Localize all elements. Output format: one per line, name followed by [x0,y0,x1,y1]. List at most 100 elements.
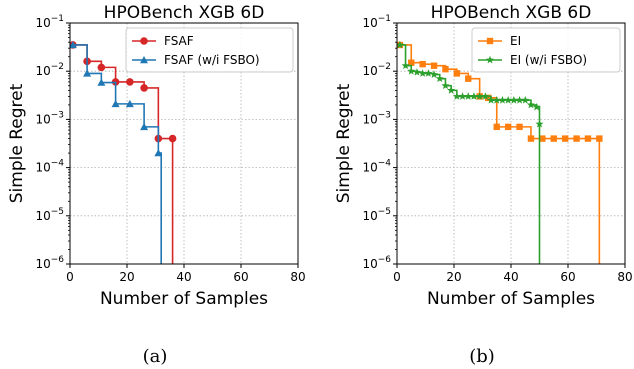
data-point [458,92,467,100]
data-point [407,67,416,75]
series-a-1 [70,40,163,264]
series-line [72,44,174,264]
data-point [492,96,501,104]
data-point [140,122,149,131]
data-point [485,94,492,102]
data-point [453,70,461,77]
chart-panel-a: 0 20 40 60 80 10−1 10−2 10−3 10−4 10−5 10−6 HPOBenc… [7,3,306,367]
panel-caption: (b) [469,346,495,367]
legend: EI EI (w/i FSBO) [471,27,621,73]
y-tick-label: 10−4 [35,159,64,175]
x-axis-label: Number of Samples [100,289,268,309]
data-point [430,62,438,69]
y-tick-label: 10−4 [362,159,391,175]
data-point [401,61,410,70]
data-point [452,92,461,100]
x-tick-label: 20 [446,270,461,284]
data-point [475,92,484,100]
data-point [412,68,421,76]
legend-marker [140,37,148,45]
y-axis-label: Simple Regret [334,83,354,203]
y-tick-label: 10−5 [362,207,391,223]
x-tick-label: 80 [617,270,632,284]
y-tick-label: 10−6 [362,255,391,271]
y-tick-label: 10−5 [35,207,64,223]
legend-label: FSAF [164,34,194,48]
legend: FSAF FSAF (w/i FSBO) [125,27,294,73]
data-point [419,60,426,68]
plot-area [397,40,603,264]
y-tick-label: 10−2 [362,62,391,78]
data-point [424,69,433,77]
data-point [521,96,530,104]
data-point [126,78,134,86]
legend-box [125,27,294,73]
panel-caption: (a) [143,346,168,367]
data-point [418,69,427,77]
data-point [83,69,92,77]
legend-label: EI (w/i FSBO) [510,53,587,67]
x-tick-label: 40 [503,270,518,284]
data-point [532,102,541,111]
data-point [464,92,473,100]
x-axis-label: Number of Samples [427,289,595,309]
legend-marker [486,55,494,64]
data-point [168,134,177,143]
chart-title: HPOBench XGB 6D [431,3,592,23]
x-tick-label: 80 [290,270,305,284]
data-point [535,119,544,128]
data-point [430,70,439,78]
legend-marker [486,37,494,45]
series-b-0 [397,41,603,264]
data-point [561,135,569,142]
series-b-1 [397,40,544,264]
x-tick-label: 40 [176,270,191,284]
series-line [72,44,162,264]
data-point [97,78,106,86]
x-tick-label: 20 [119,270,134,284]
data-point [515,96,524,104]
data-point [140,84,148,92]
y-tick-label: 10−1 [362,14,391,30]
y-axis-label: Simple Regret [7,83,27,203]
y-tick-label: 10−1 [35,14,64,30]
y-tick-label: 10−2 [35,62,64,78]
data-point [70,40,77,49]
data-point [550,135,557,142]
data-point [125,99,134,108]
data-point [527,135,535,142]
x-tick-label: 0 [393,270,401,284]
data-point [435,74,444,83]
y-tick-label: 10−3 [362,110,391,126]
data-point [498,96,507,104]
data-point [487,96,496,104]
x-tick-label: 0 [66,270,74,284]
data-point [573,135,580,142]
legend-marker [140,56,148,64]
data-point [397,40,404,49]
data-point [481,92,490,100]
data-point [154,149,163,157]
y-tick-label: 10−6 [35,255,64,271]
data-point [442,66,449,73]
data-point [584,135,592,142]
data-point [111,99,120,108]
y-tick-label: 10−3 [35,110,64,126]
x-tick-label: 60 [560,270,575,284]
legend-box [471,27,621,73]
data-point [526,100,535,109]
data-point [465,75,472,82]
data-point [97,63,106,72]
data-point [539,135,546,142]
data-point [504,96,513,104]
data-point [447,86,456,94]
x-tick-label: 60 [233,270,248,284]
data-point [441,81,450,90]
chart-title: HPOBench XGB 6D [104,3,265,23]
data-point [504,123,512,131]
legend-label: EI [510,34,521,48]
series-line [399,44,601,264]
data-point [516,123,523,131]
data-point [509,96,518,104]
